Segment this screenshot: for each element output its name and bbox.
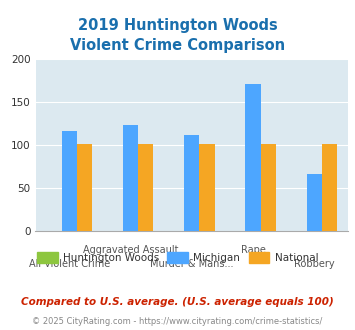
Text: 2019 Huntington Woods
Violent Crime Comparison: 2019 Huntington Woods Violent Crime Comp… — [70, 18, 285, 53]
Legend: Huntington Woods, Michigan, National: Huntington Woods, Michigan, National — [33, 248, 322, 267]
Text: © 2025 CityRating.com - https://www.cityrating.com/crime-statistics/: © 2025 CityRating.com - https://www.city… — [32, 317, 323, 326]
Text: Compared to U.S. average. (U.S. average equals 100): Compared to U.S. average. (U.S. average … — [21, 297, 334, 307]
Text: Murder & Mans...: Murder & Mans... — [150, 259, 234, 269]
Bar — [245, 84, 261, 231]
Text: Robbery: Robbery — [294, 259, 334, 269]
Bar — [61, 131, 77, 231]
Bar — [322, 144, 337, 231]
Bar — [200, 144, 215, 231]
Text: All Violent Crime: All Violent Crime — [28, 259, 110, 269]
Bar — [123, 125, 138, 231]
Bar — [184, 135, 200, 231]
Text: Aggravated Assault: Aggravated Assault — [83, 245, 178, 255]
Text: Rape: Rape — [241, 245, 266, 255]
Bar — [261, 144, 276, 231]
Bar — [77, 144, 92, 231]
Bar — [307, 174, 322, 231]
Bar — [138, 144, 153, 231]
